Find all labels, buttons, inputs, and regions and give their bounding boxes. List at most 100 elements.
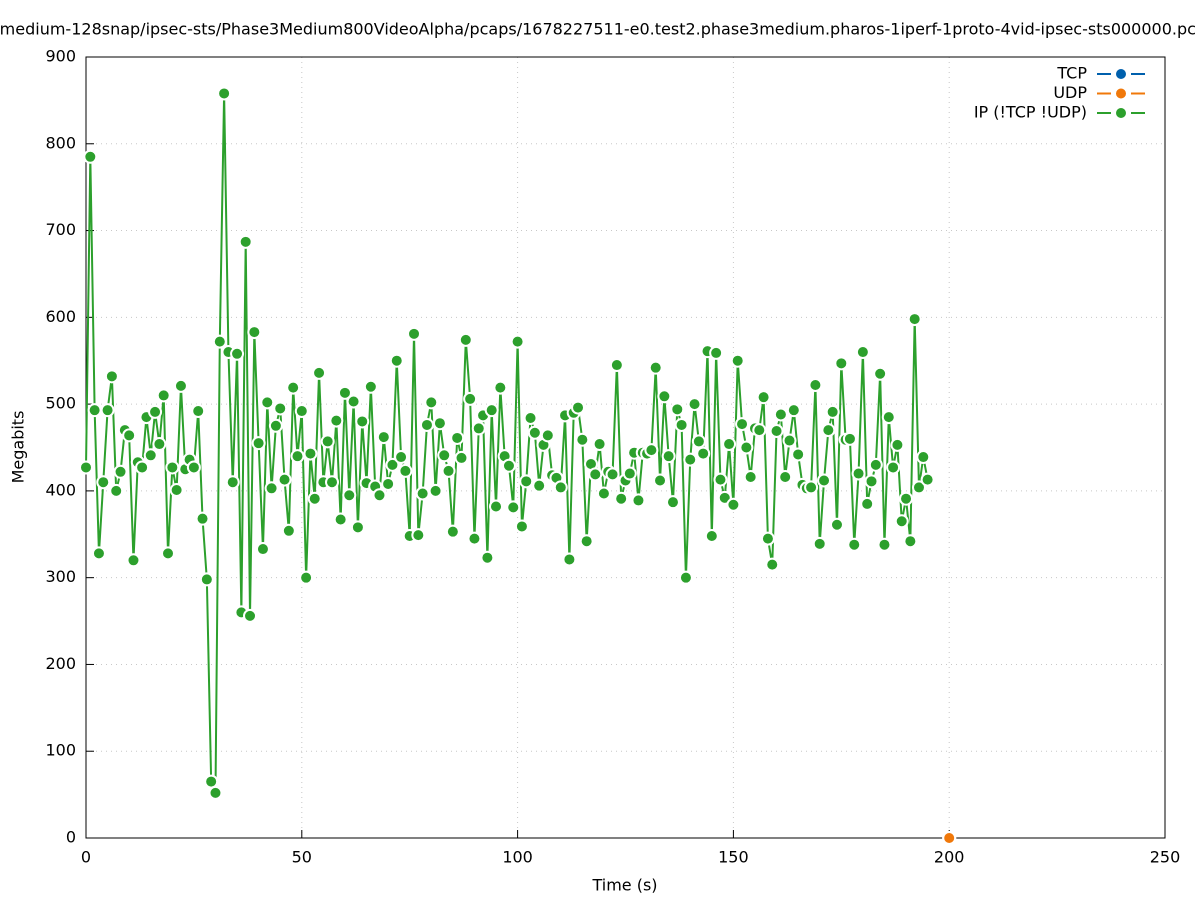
data-point [657,389,672,404]
data-point [333,512,348,527]
data-point [877,537,892,552]
data-point [243,608,258,623]
x-tick-label: 50 [292,848,312,867]
data-point [510,334,525,349]
data-point [592,437,607,452]
data-point [230,346,245,361]
data-point [199,572,214,587]
data-point [290,449,305,464]
data-point [907,312,922,327]
data-point [381,476,396,491]
data-point [268,418,283,433]
data-point [709,345,724,360]
data-point [489,499,504,514]
data-point [674,417,689,432]
data-point [441,463,456,478]
data-point [691,434,706,449]
data-point [363,379,378,394]
legend-label: UDP [1053,83,1087,102]
data-point [204,774,219,789]
data-point [506,500,521,515]
data-point [225,475,240,490]
data-point [208,785,223,800]
data-point [553,480,568,495]
y-tick-label: 700 [45,220,76,239]
data-point [428,483,443,498]
data-point [83,149,98,164]
data-point [842,431,857,446]
x-tick-label: 150 [718,848,749,867]
data-point [696,446,711,461]
data-point [760,531,775,546]
data-point [851,466,866,481]
y-tick-label: 500 [45,394,76,413]
data-point [881,410,896,425]
data-point [769,424,784,439]
data-point [342,488,357,503]
data-point [346,394,361,409]
data-point [501,458,516,473]
data-point [484,403,499,418]
data-point [186,460,201,475]
data-point [480,550,495,565]
data-point [855,345,870,360]
data-point [135,460,150,475]
data-point [437,448,452,463]
x-tick-label: 250 [1150,848,1181,867]
data-point [195,511,210,526]
data-point [730,353,745,368]
y-axis-label: Megabits [9,411,28,484]
data-point [661,449,676,464]
y-tick-label: 300 [45,567,76,586]
x-tick-label: 100 [502,848,533,867]
data-point [519,474,534,489]
data-point [739,440,754,455]
data-point [424,395,439,410]
y-tick-label: 400 [45,480,76,499]
data-point [579,534,594,549]
data-point [782,433,797,448]
data-point [614,491,629,506]
data-point [329,413,344,428]
data-point [868,457,883,472]
data-point [286,380,301,395]
data-point [575,432,590,447]
data-point [398,463,413,478]
data-point [571,400,586,415]
data-point [890,437,905,452]
data-point [471,421,486,436]
data-point [726,497,741,512]
data-point [372,488,387,503]
data-point [523,410,538,425]
data-point [394,450,409,465]
data-point [152,437,167,452]
data-point [713,472,728,487]
data-point [773,407,788,422]
data-point [665,495,680,510]
data-point [325,475,340,490]
data-point [786,403,801,418]
data-point [299,570,314,585]
data-point [864,474,879,489]
data-point [847,537,862,552]
data-point [916,450,931,465]
data-point [532,478,547,493]
data-point [467,531,482,546]
data-point [756,390,771,405]
data-point [631,493,646,508]
data-point [648,360,663,375]
data-point [458,332,473,347]
data-point [765,557,780,572]
data-point [588,467,603,482]
data-point [808,378,823,393]
data-point [294,404,309,419]
data-point [812,536,827,551]
legend-label: TCP [1056,64,1087,83]
data-point [644,443,659,458]
data-point [312,365,327,380]
data-point [743,470,758,485]
data-point [247,325,262,340]
chart-title: ../medium-128snap/ipsec-sts/Phase3Medium… [0,20,1197,39]
data-point [653,473,668,488]
